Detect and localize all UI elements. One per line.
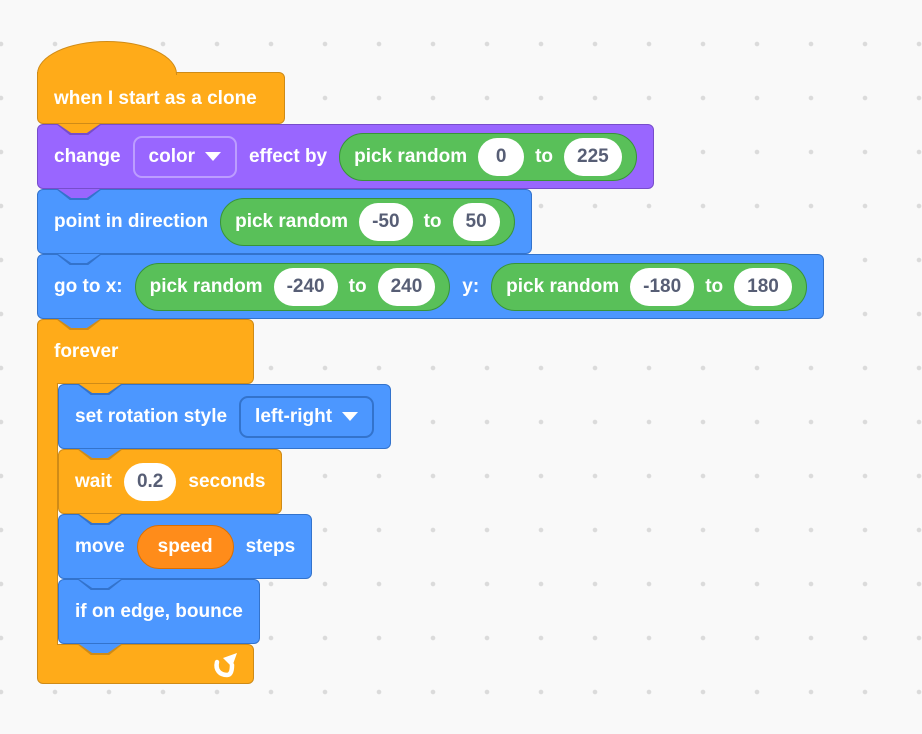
block-label: seconds	[188, 471, 266, 492]
input-value: -50	[372, 210, 400, 232]
reporter-label: to	[348, 276, 367, 297]
input-value: 240	[390, 275, 423, 297]
input-value: 225	[577, 145, 609, 167]
notch	[77, 514, 123, 525]
loop-arrow-icon	[214, 653, 237, 678]
block-label: y:	[462, 276, 480, 297]
block-label: go to x:	[54, 276, 123, 297]
block-label: wait	[75, 471, 112, 492]
notch-fill	[77, 644, 123, 653]
block-if-on-edge-bounce[interactable]: if on edge, bounce	[58, 579, 260, 644]
input-value: 0	[495, 145, 507, 167]
pick-random-reporter[interactable]: pick random 0 to 225	[339, 132, 637, 181]
random-max-input[interactable]: 240	[377, 267, 436, 306]
notch-fill	[56, 319, 102, 328]
input-value: 0.2	[136, 470, 164, 492]
notch-fill	[77, 514, 123, 523]
notch	[77, 644, 123, 655]
reporter-label: pick random	[506, 276, 620, 297]
rotation-style-value: left-right	[255, 406, 333, 427]
forever-block-bottom[interactable]	[37, 644, 254, 684]
input-value: 50	[465, 210, 487, 232]
pick-random-reporter-y[interactable]: pick random -180 to 180	[491, 262, 807, 311]
notch	[56, 254, 102, 265]
forever-block-arm[interactable]	[37, 383, 58, 645]
pick-random-reporter-x[interactable]: pick random -240 to 240	[134, 262, 451, 311]
input-value: -180	[643, 275, 682, 297]
reporter-label: pick random	[149, 276, 263, 297]
block-label: forever	[54, 341, 119, 362]
random-max-input[interactable]: 225	[564, 137, 622, 176]
random-min-input[interactable]: -50	[359, 202, 413, 241]
reporter-label: pick random	[235, 211, 349, 232]
reporter-label: pick random	[354, 146, 468, 167]
pick-random-reporter[interactable]: pick random -50 to 50	[220, 197, 515, 246]
block-go-to-xy[interactable]: go to x: pick random -240 to 240 y: pick…	[37, 254, 824, 319]
random-min-input[interactable]: -240	[273, 267, 338, 306]
notch	[77, 579, 123, 590]
reporter-label: to	[705, 276, 724, 297]
block-label: steps	[245, 536, 296, 557]
notch	[56, 189, 102, 200]
notch	[77, 449, 123, 460]
wait-duration-input[interactable]: 0.2	[123, 462, 177, 501]
effect-dropdown-value: color	[148, 146, 195, 167]
hat-dome	[37, 41, 177, 75]
block-point-in-direction[interactable]: point in direction pick random -50 to 50	[37, 189, 532, 254]
effect-dropdown[interactable]: color	[132, 135, 237, 178]
block-label: if on edge, bounce	[75, 601, 243, 622]
notch	[56, 124, 102, 135]
notch-fill	[56, 254, 102, 263]
random-min-input[interactable]: 0	[478, 137, 525, 176]
random-max-input[interactable]: 50	[452, 202, 500, 241]
input-value: -240	[286, 275, 325, 297]
notch-fill	[77, 384, 123, 393]
block-label: set rotation style	[75, 406, 228, 427]
block-set-rotation-style[interactable]: set rotation style left-right	[58, 384, 392, 449]
dropdown-arrow-icon	[342, 412, 359, 421]
notch-fill	[56, 124, 102, 133]
notch-fill	[77, 579, 123, 588]
speed-variable-reporter[interactable]: speed	[136, 524, 234, 569]
block-wait-seconds[interactable]: wait 0.2 seconds	[58, 449, 283, 514]
block-when-start-as-clone[interactable]: when I start as a clone	[37, 41, 285, 124]
random-max-input[interactable]: 180	[734, 267, 792, 306]
block-label: effect by	[248, 146, 328, 167]
block-label: point in direction	[54, 211, 209, 232]
variable-name: speed	[157, 536, 213, 557]
reporter-label: to	[535, 146, 554, 167]
block-move-steps[interactable]: move speed steps	[58, 514, 313, 579]
block-label: when I start as a clone	[54, 87, 257, 109]
forever-block-top[interactable]: forever	[37, 319, 254, 384]
reporter-label: to	[423, 211, 442, 232]
notch	[56, 319, 102, 330]
notch-fill	[56, 189, 102, 198]
random-min-input[interactable]: -180	[630, 267, 695, 306]
block-label: change	[54, 146, 121, 167]
notch-fill	[77, 449, 123, 458]
block-label: move	[75, 536, 125, 557]
input-value: 180	[747, 275, 779, 297]
block-change-color-effect[interactable]: change color effect by pick random 0 to …	[37, 124, 654, 189]
notch	[77, 384, 123, 395]
dropdown-arrow-icon	[204, 152, 221, 161]
rotation-style-dropdown[interactable]: left-right	[239, 395, 375, 438]
